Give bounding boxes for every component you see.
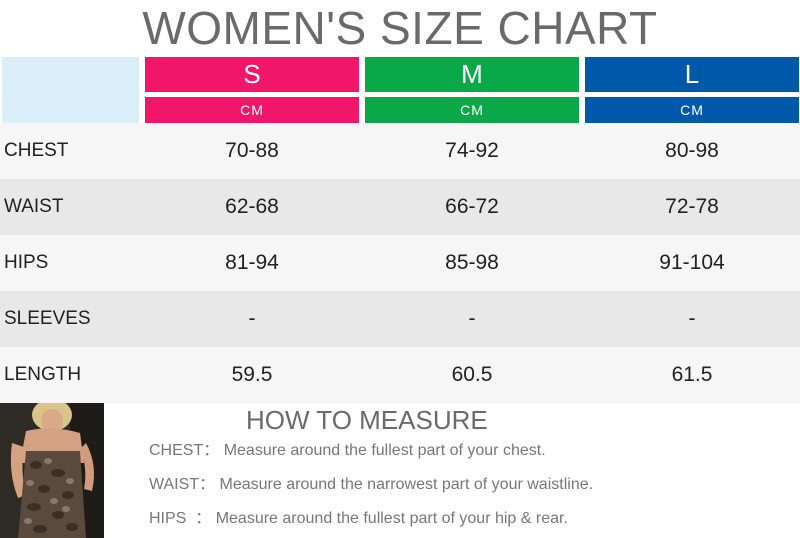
measure-item-chest: CHEST： Measure around the fullest part o… xyxy=(149,440,546,462)
chart-title: WOMEN'S SIZE CHART xyxy=(142,2,658,54)
table-row-chest: CHEST 70-88 74-92 80-98 xyxy=(0,123,800,179)
size-m-header: M xyxy=(365,57,579,92)
cell-s: 70-88 xyxy=(225,139,279,162)
size-l-unit: CM xyxy=(585,97,799,123)
how-to-measure-title: HOW TO MEASURE xyxy=(246,405,488,435)
size-l-header: L xyxy=(585,57,799,92)
cell-s: 59.5 xyxy=(231,363,273,386)
table-row-hips: HIPS 81-94 85-98 91-104 xyxy=(0,235,800,291)
cell-m: 85-98 xyxy=(445,251,499,274)
cell-s: 81-94 xyxy=(225,251,279,274)
measure-text: Measure around the narrowest part of you… xyxy=(219,476,594,493)
row-label: SLEEVES xyxy=(4,308,91,329)
measure-item-waist: WAIST： Measure around the narrowest part… xyxy=(149,474,593,496)
table-row-sleeves: SLEEVES - - - xyxy=(0,291,800,347)
cell-l: - xyxy=(688,307,696,330)
measure-key: WAIST： xyxy=(149,476,216,493)
cell-s: 62-68 xyxy=(225,195,279,218)
measure-text: Measure around the fullest part of your … xyxy=(215,510,568,527)
size-m-unit: CM xyxy=(365,97,579,123)
cell-s: - xyxy=(248,307,256,330)
size-table: CHEST 70-88 74-92 80-98 WAIST 62-68 66-7… xyxy=(0,123,800,403)
size-s-unit: CM xyxy=(145,97,359,123)
measure-item-hips: HIPS ： Measure around the fullest part o… xyxy=(149,508,568,530)
cell-l: 61.5 xyxy=(671,363,713,386)
header-corner-cell xyxy=(2,57,139,123)
cell-l: 72-78 xyxy=(665,195,719,218)
cell-m: 60.5 xyxy=(451,363,493,386)
cell-l: 80-98 xyxy=(665,139,719,162)
model-photo xyxy=(0,403,104,538)
size-s-header: S xyxy=(145,57,359,92)
cell-l: 91-104 xyxy=(659,251,725,274)
row-label: WAIST xyxy=(4,196,64,217)
table-row-length: LENGTH 59.5 60.5 61.5 xyxy=(0,347,800,403)
cell-m: 66-72 xyxy=(445,195,499,218)
measure-text: Measure around the fullest part of your … xyxy=(223,442,546,459)
table-row-waist: WAIST 62-68 66-72 72-78 xyxy=(0,179,800,235)
measure-key: HIPS ： xyxy=(149,510,212,527)
cell-m: - xyxy=(468,307,476,330)
measure-key: CHEST： xyxy=(149,442,220,459)
row-label: LENGTH xyxy=(4,364,82,385)
row-label: HIPS xyxy=(4,252,49,273)
cell-m: 74-92 xyxy=(445,139,499,162)
row-label: CHEST xyxy=(4,140,69,161)
